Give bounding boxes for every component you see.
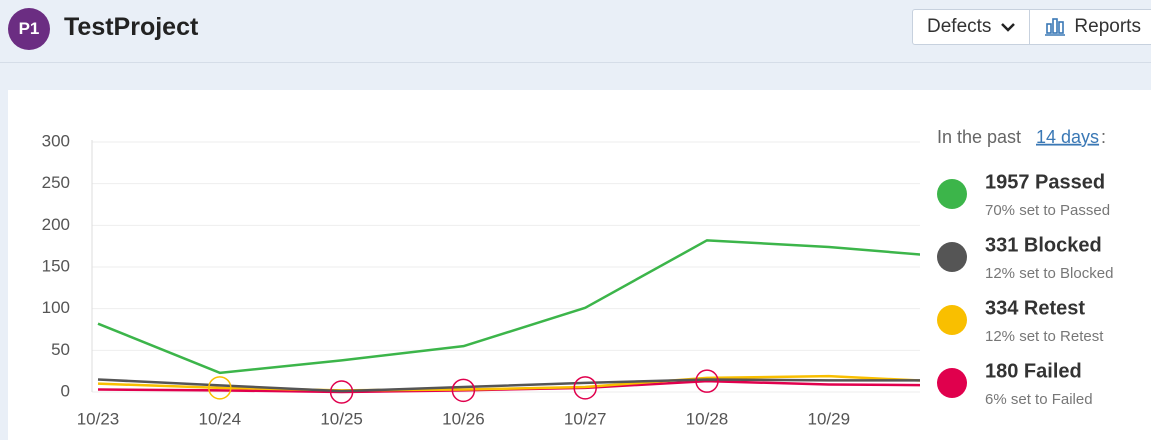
project-title: TestProject: [64, 13, 199, 41]
legend-swatch: [937, 305, 967, 335]
legend-swatch: [937, 368, 967, 398]
label: Defects: [927, 16, 992, 37]
legend-note: 12% set to Retest: [985, 328, 1104, 345]
avatar[interactable]: P1: [8, 8, 50, 50]
legend-link[interactable]: 14 days: [1036, 127, 1099, 147]
header: P1 TestProject Defects Reports: [0, 0, 1151, 63]
point-marker: [695, 369, 719, 393]
series-line: [97, 378, 920, 393]
series-line: [97, 239, 920, 375]
y-tick-label: 50: [51, 340, 70, 359]
point-marker: [208, 376, 232, 400]
reports-icon: [1045, 18, 1066, 36]
legend-label: 331 Blocked: [985, 234, 1102, 256]
legend-note: 70% set to Passed: [985, 202, 1110, 219]
chart-card: In the past 14 days : 0 50 100 150 200 250 300…: [8, 90, 1151, 440]
legend-note: 12% set to Blocked: [985, 265, 1113, 282]
defects-button[interactable]: Defects: [913, 10, 1029, 44]
legend-title-suffix: :: [1101, 127, 1106, 147]
y-tick-label: 100: [42, 298, 70, 317]
plot-area: [97, 239, 920, 404]
x-tick-label: 10/28: [686, 409, 729, 428]
x-tick-label: 10/29: [808, 409, 851, 428]
y-tick-label: 0: [61, 381, 70, 400]
x-tick-label: 10/27: [564, 409, 607, 428]
legend-swatch: [937, 242, 967, 272]
legend-label: 180 Failed: [985, 360, 1082, 382]
toolbar: Defects Reports: [912, 9, 1151, 45]
point-marker: [451, 378, 476, 403]
y-tick-label: 200: [42, 215, 70, 234]
chevron: [1001, 23, 1016, 32]
legend-note: 6% set to Failed: [985, 391, 1093, 408]
legend-label: 1957 Passed: [985, 171, 1105, 193]
x-tick-label: 10/23: [77, 409, 120, 428]
label: Reports: [1074, 16, 1141, 37]
legend-title: In the past: [937, 127, 1021, 147]
point-marker: [329, 380, 354, 404]
point-marker: [573, 376, 597, 400]
y-tick-label: 250: [42, 173, 70, 192]
reports-button[interactable]: Reports: [1029, 10, 1151, 44]
y-tick-label: 150: [42, 256, 70, 275]
x-tick-label: 10/25: [320, 409, 363, 428]
chart: In the past 14 days : 0 50 100 150 200 250 300…: [42, 127, 1114, 429]
x-tick-label: 10/24: [199, 409, 242, 428]
y-tick-label: 300: [42, 131, 70, 150]
legend-swatch: [937, 179, 967, 209]
x-tick-label: 10/26: [442, 409, 485, 428]
series-line: [97, 374, 920, 392]
legend-label: 334 Retest: [985, 297, 1085, 319]
